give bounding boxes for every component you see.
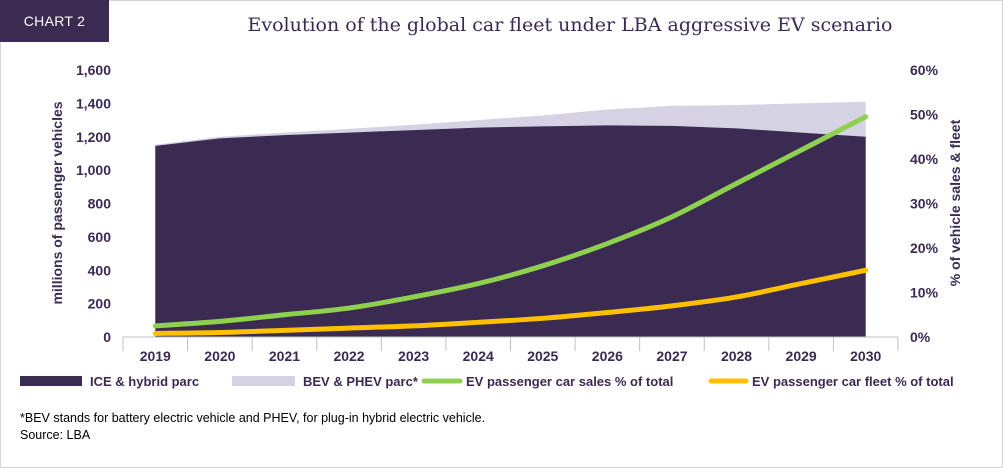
y-left-axis-title: millions of passenger vehicles (49, 101, 65, 304)
legend-swatch (232, 376, 295, 386)
y-left-tick-label: 1,600 (76, 62, 111, 78)
legend-label: BEV & PHEV parc* (303, 374, 419, 389)
y-right-tick-label: 60% (910, 62, 939, 78)
chart-number-badge: CHART 2 (0, 0, 109, 42)
y-right-tick-label: 0% (910, 329, 931, 345)
y-right-tick-label: 40% (910, 151, 939, 167)
x-tick-label: 2025 (527, 348, 558, 364)
y-left-tick-label: 1,200 (76, 129, 111, 145)
x-tick-label: 2027 (656, 348, 687, 364)
y-left-tick-label: 600 (88, 229, 112, 245)
ev-sales-line (152, 114, 869, 329)
y-left-tick-label: 1,000 (76, 162, 111, 178)
legend-label: EV passenger car sales % of total (466, 374, 673, 389)
legend-label: ICE & hybrid parc (90, 374, 199, 389)
y-right-tick-label: 20% (910, 240, 939, 256)
x-tick-label: 2021 (269, 348, 300, 364)
y-right-axis-title: % of vehicle sales & fleet (947, 119, 963, 286)
x-tick-label: 2029 (786, 348, 817, 364)
x-tick-label: 2023 (398, 348, 429, 364)
y-left-tick-label: 400 (88, 262, 112, 278)
ice-hybrid-area (155, 125, 866, 337)
x-tick-label: 2026 (592, 348, 623, 364)
legend-swatch (20, 376, 82, 386)
chart-title: Evolution of the global car fleet under … (247, 14, 893, 36)
y-right-tick-label: 10% (910, 285, 939, 301)
footnote-text: *BEV stands for battery electric vehicle… (20, 411, 486, 425)
x-tick-label: 2019 (140, 348, 171, 364)
ev-fleet-line (152, 267, 869, 336)
x-tick-label: 2022 (333, 348, 364, 364)
y-left-tick-label: 800 (88, 196, 112, 212)
source-text: Source: LBA (20, 428, 91, 442)
legend-label: EV passenger car fleet % of total (752, 374, 954, 389)
x-tick-label: 2028 (721, 348, 752, 364)
x-tick-label: 2020 (204, 348, 235, 364)
y-right-tick-label: 30% (910, 196, 939, 212)
x-tick-label: 2030 (850, 348, 881, 364)
y-left-tick-label: 0 (103, 329, 111, 345)
y-left-tick-label: 1,400 (76, 95, 111, 111)
x-tick-label: 2024 (463, 348, 494, 364)
y-left-tick-label: 200 (88, 296, 112, 312)
y-right-tick-label: 50% (910, 107, 939, 123)
